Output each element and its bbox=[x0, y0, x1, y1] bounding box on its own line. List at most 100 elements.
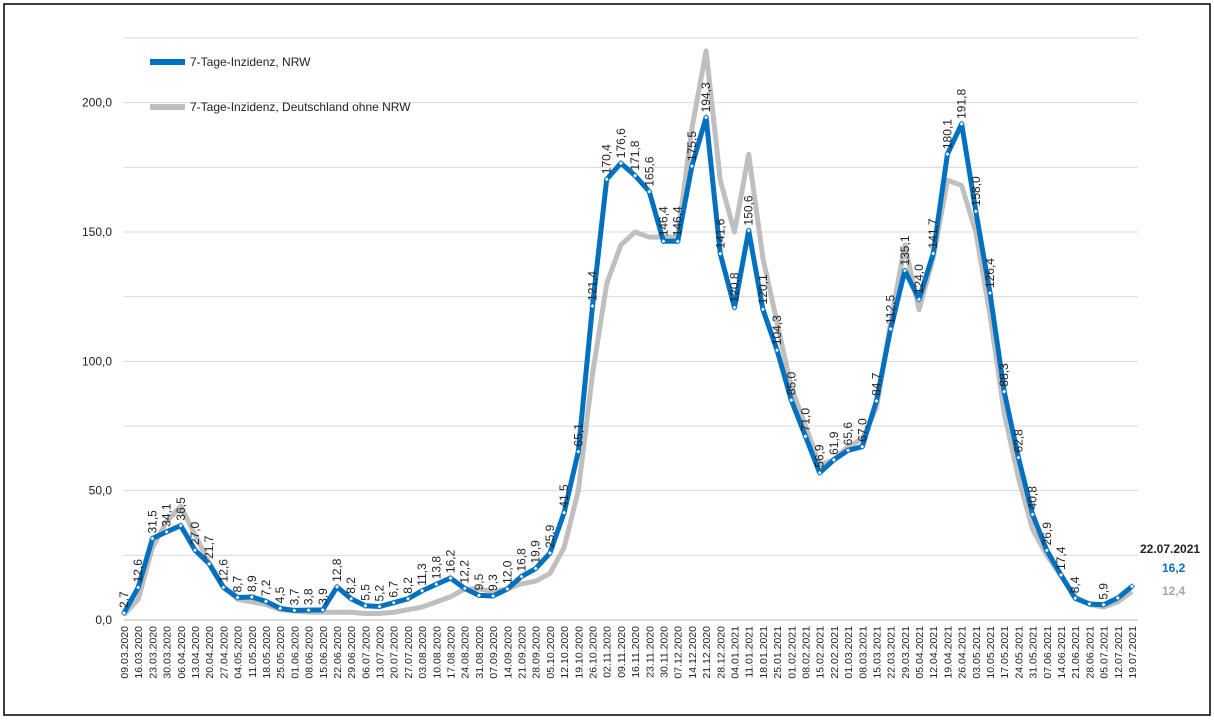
y-tick-label: 50,0 bbox=[89, 484, 113, 498]
point-marker bbox=[617, 160, 624, 167]
point-marker bbox=[944, 151, 951, 158]
data-label: 12,0 bbox=[500, 560, 514, 584]
point-marker bbox=[1043, 547, 1050, 554]
point-marker bbox=[262, 598, 270, 605]
x-tick-label: 17.05.2021 bbox=[999, 626, 1011, 679]
x-tick-label: 13.04.2020 bbox=[190, 626, 202, 679]
x-tick-label: 12.07.2021 bbox=[1113, 626, 1125, 679]
x-tick-label: 07.06.2021 bbox=[1042, 626, 1054, 679]
data-label: 8,2 bbox=[401, 577, 415, 594]
data-label: 8,4 bbox=[1068, 576, 1082, 593]
point-marker bbox=[419, 587, 426, 594]
data-label: 9,3 bbox=[486, 574, 500, 591]
point-marker bbox=[646, 188, 653, 195]
data-label: 19,9 bbox=[529, 540, 543, 564]
y-tick-label: 0,0 bbox=[95, 613, 112, 627]
x-tick-label: 19.07.2021 bbox=[1127, 626, 1139, 679]
data-label: 17,4 bbox=[1054, 546, 1068, 570]
data-label: 3,8 bbox=[302, 588, 316, 605]
x-tick-label: 05.04.2021 bbox=[914, 626, 926, 679]
data-label: 25,9 bbox=[543, 524, 557, 548]
point-marker bbox=[1057, 571, 1065, 579]
x-tick-label: 09.03.2020 bbox=[119, 626, 131, 679]
x-tick-label: 03.05.2021 bbox=[971, 626, 983, 679]
x-tick-label: 25.05.2020 bbox=[275, 626, 287, 679]
x-tick-label: 08.06.2020 bbox=[304, 626, 316, 679]
x-tick-label: 20.04.2020 bbox=[204, 626, 216, 679]
point-marker bbox=[731, 304, 738, 311]
x-tick-label: 31.08.2020 bbox=[474, 626, 486, 679]
data-label: 56,9 bbox=[813, 444, 827, 468]
point-marker bbox=[1114, 594, 1121, 602]
data-label: 7,2 bbox=[259, 579, 273, 596]
point-marker bbox=[504, 585, 511, 593]
x-tick-label: 15.02.2021 bbox=[815, 626, 827, 679]
x-tick-label: 21.09.2020 bbox=[517, 626, 529, 679]
data-label: 2,7 bbox=[117, 591, 131, 608]
point-marker bbox=[234, 594, 241, 601]
data-label: 120,1 bbox=[756, 274, 770, 304]
data-label: 11,3 bbox=[415, 563, 429, 586]
point-marker bbox=[986, 289, 994, 297]
point-marker bbox=[404, 595, 412, 602]
point-marker bbox=[1015, 454, 1022, 461]
x-tick-label: 22.06.2020 bbox=[332, 626, 344, 679]
data-label: 34,1 bbox=[160, 503, 174, 527]
x-tick-label: 09.11.2020 bbox=[616, 626, 628, 678]
point-marker bbox=[901, 267, 908, 274]
x-tick-label: 07.12.2020 bbox=[673, 626, 685, 679]
data-label: 16,2 bbox=[444, 549, 458, 573]
data-label: 85,0 bbox=[784, 371, 798, 395]
point-marker bbox=[248, 593, 255, 601]
data-label: 5,5 bbox=[358, 584, 372, 601]
data-label: 12,8 bbox=[330, 558, 344, 582]
data-label: 3,9 bbox=[316, 588, 330, 605]
data-label: 8,7 bbox=[231, 575, 245, 592]
x-tick-label: 14.12.2020 bbox=[687, 626, 699, 679]
data-label: 12,2 bbox=[458, 560, 472, 584]
x-tick-label: 02.11.2020 bbox=[602, 626, 614, 678]
data-label: 104,3 bbox=[770, 315, 784, 345]
data-label: 5,9 bbox=[1097, 583, 1111, 600]
point-marker bbox=[135, 584, 142, 591]
annotation-nrw: 16,2 bbox=[1162, 561, 1186, 575]
point-marker bbox=[518, 573, 525, 580]
y-tick-label: 200,0 bbox=[82, 96, 112, 110]
point-marker bbox=[703, 114, 710, 121]
x-tick-label: 16.03.2020 bbox=[133, 626, 145, 679]
point-marker bbox=[333, 583, 341, 590]
x-tick-label: 05.07.2021 bbox=[1099, 626, 1111, 679]
point-marker bbox=[958, 120, 965, 127]
x-tick-label: 12.10.2020 bbox=[559, 626, 571, 679]
data-label: 16,8 bbox=[515, 548, 529, 572]
point-marker bbox=[149, 535, 156, 542]
point-marker bbox=[774, 347, 781, 354]
x-tick-label: 24.08.2020 bbox=[460, 626, 472, 679]
point-marker bbox=[816, 469, 823, 476]
data-label: 126,4 bbox=[983, 258, 997, 288]
point-marker bbox=[191, 547, 199, 554]
point-marker bbox=[717, 250, 724, 257]
point-marker bbox=[305, 607, 312, 614]
data-label: 191,8 bbox=[955, 89, 969, 119]
x-tick-label: 16.11.2020 bbox=[630, 626, 642, 678]
point-marker bbox=[1072, 595, 1079, 602]
data-label: 158,0 bbox=[969, 176, 983, 206]
legend-label: 7-Tage-Inzidenz, NRW bbox=[190, 55, 311, 69]
x-tick-label: 31.05.2021 bbox=[1028, 626, 1040, 679]
point-marker bbox=[1100, 601, 1107, 608]
data-label: 88,3 bbox=[997, 363, 1011, 387]
point-marker bbox=[348, 595, 355, 602]
annotation-date: 22.07.2021 bbox=[1140, 542, 1200, 556]
data-label: 71,0 bbox=[798, 408, 812, 432]
data-label: 3,7 bbox=[287, 588, 301, 605]
data-label: 13,8 bbox=[429, 556, 443, 580]
x-tick-label: 28.09.2020 bbox=[531, 626, 543, 679]
point-marker bbox=[1029, 511, 1036, 518]
x-tick-label: 26.10.2020 bbox=[588, 626, 600, 679]
point-marker bbox=[887, 325, 894, 333]
data-label: 31,5 bbox=[145, 510, 159, 534]
x-tick-label: 22.03.2021 bbox=[886, 626, 898, 679]
point-marker bbox=[447, 575, 454, 582]
x-tick-label: 27.07.2020 bbox=[403, 626, 415, 679]
